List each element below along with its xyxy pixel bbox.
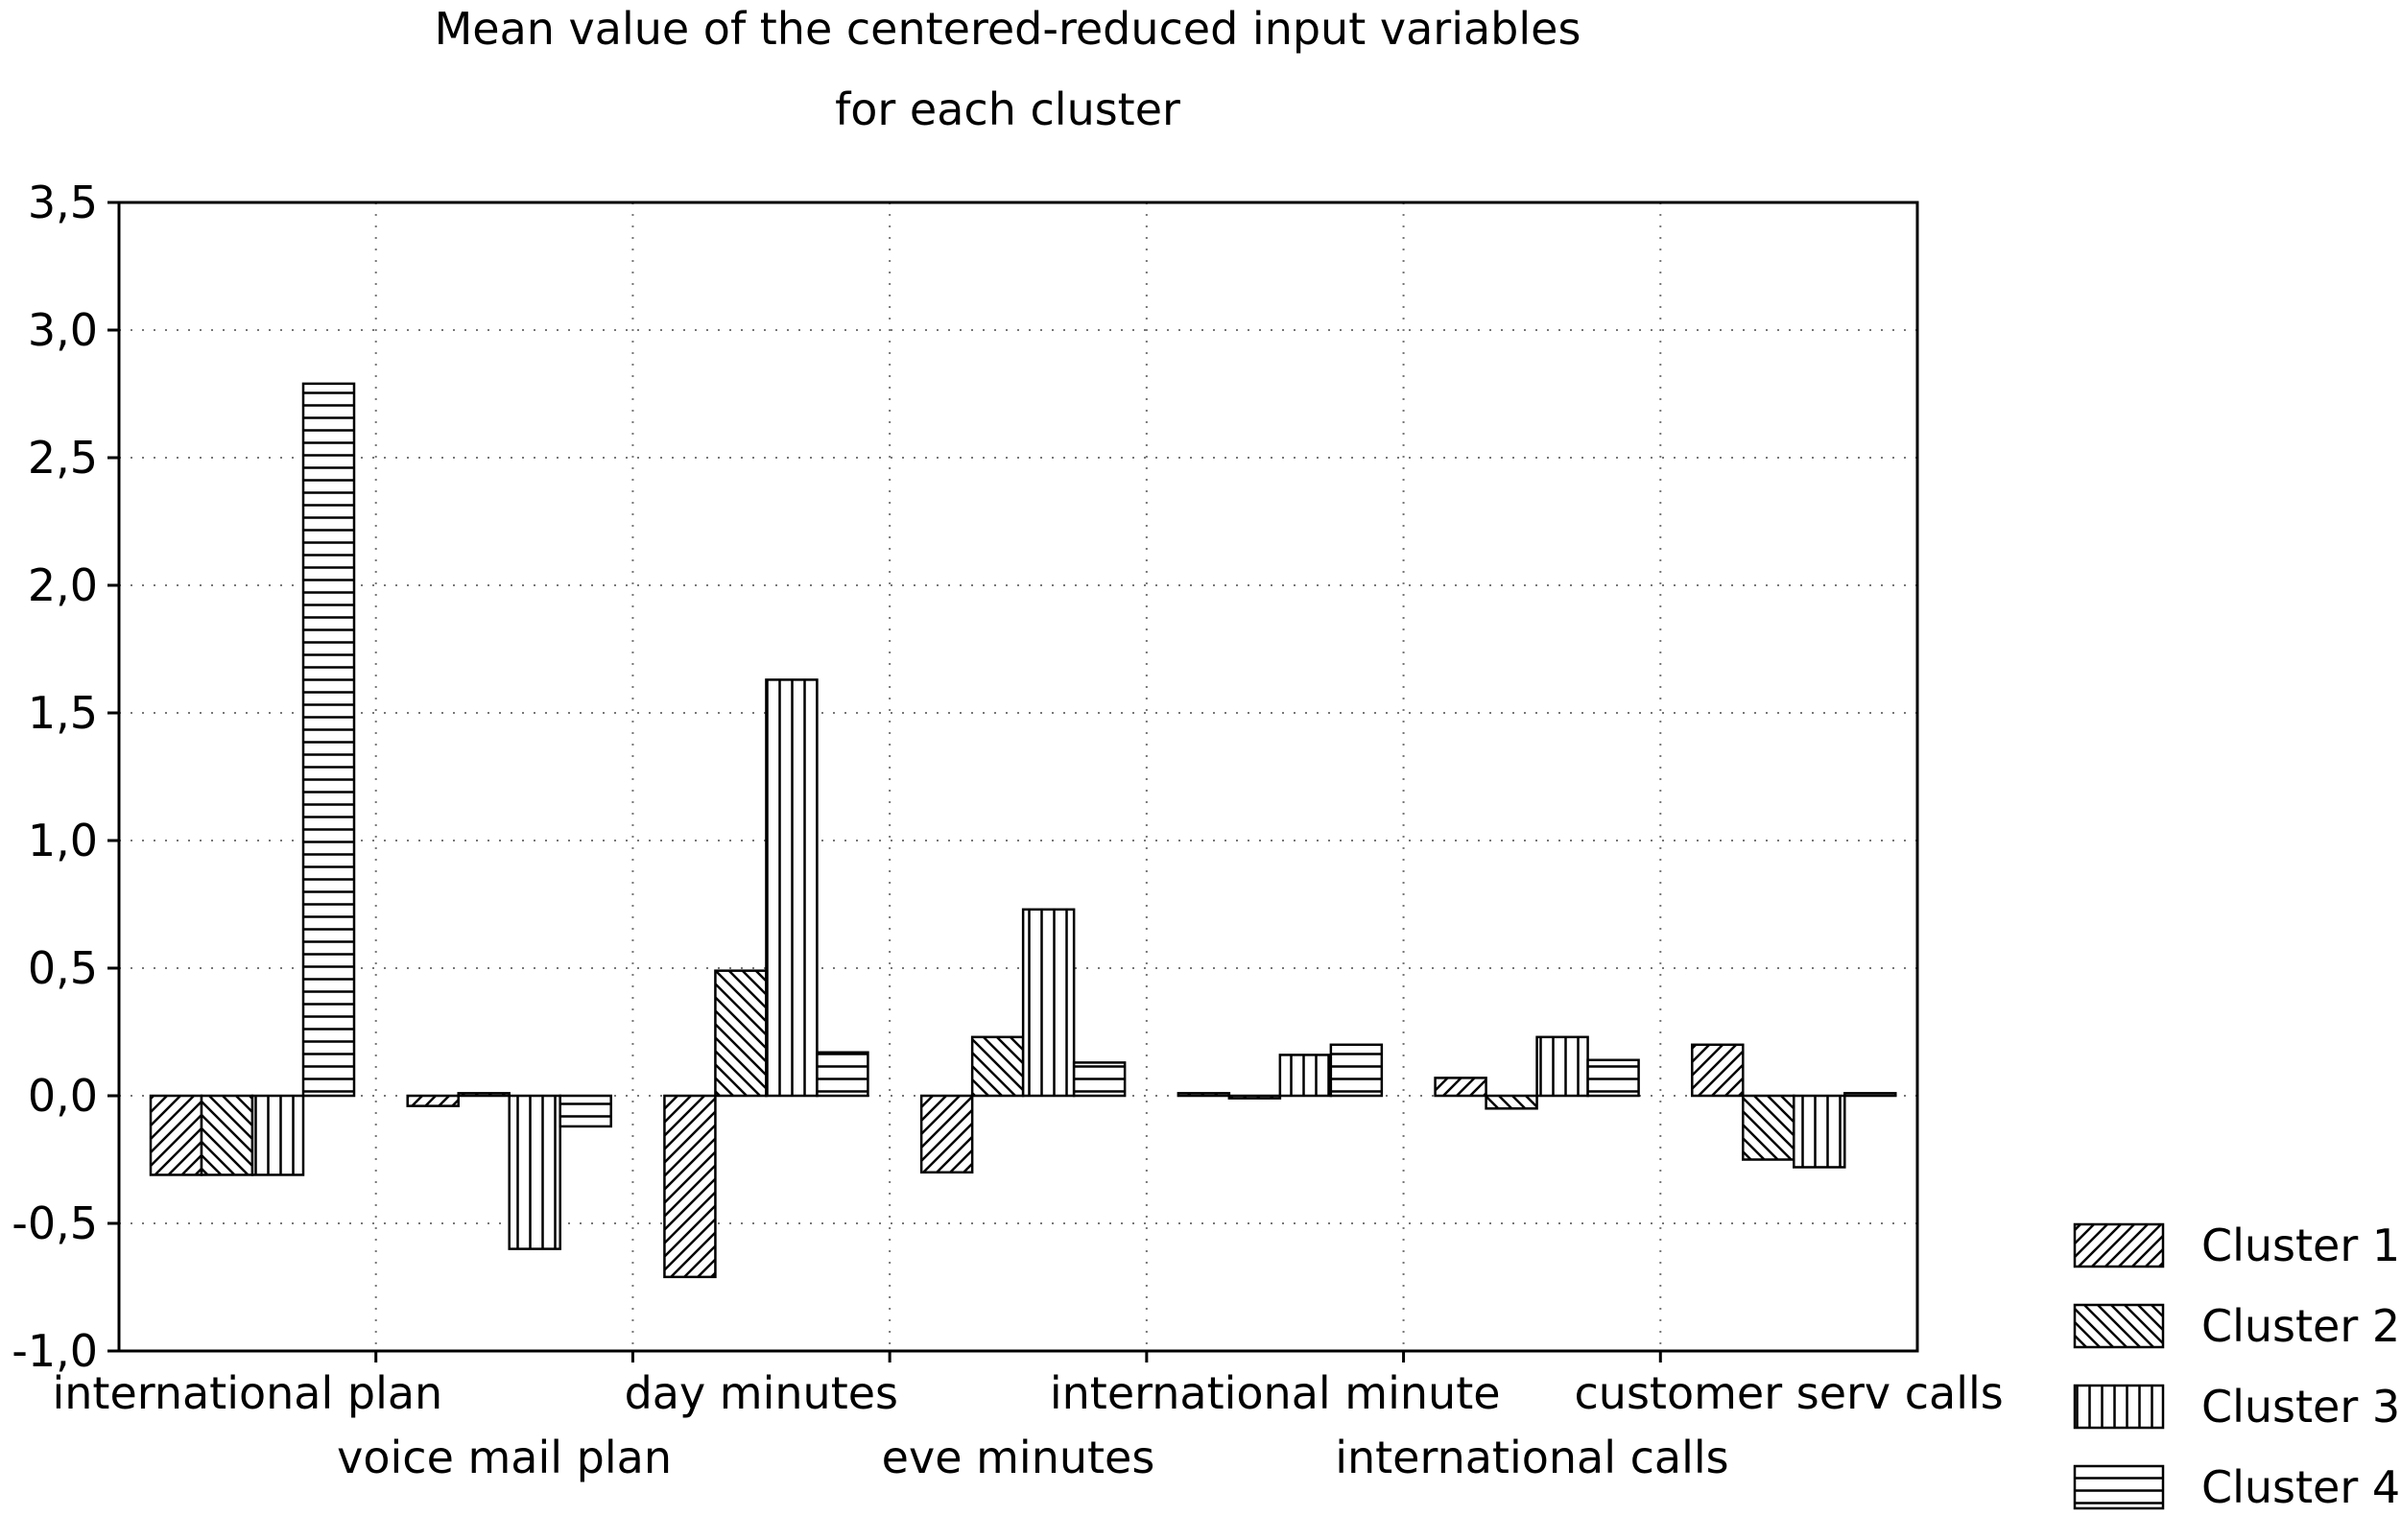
plot-frame — [117, 201, 1919, 1353]
bar-cluster-3 — [250, 1094, 305, 1176]
legend-label: Cluster 3 — [2201, 1381, 2400, 1433]
y-tick-label: 0,0 — [28, 1070, 98, 1122]
x-category-label: voice mail plan — [337, 1432, 672, 1483]
bar-cluster-1 — [406, 1094, 460, 1107]
y-tick-label: -0,5 — [12, 1197, 98, 1249]
bar-cluster-1 — [663, 1094, 717, 1279]
y-axis: 3,5 3,0 2,5 2,0 1,5 1,0 0,5 0,0 -0,5 -1,0 — [12, 177, 119, 1377]
bar-cluster-2 — [970, 1035, 1025, 1098]
legend: Cluster 1 Cluster 2 Cluster 3 Cluster 4 — [2073, 1220, 2400, 1513]
gridlines — [119, 202, 1917, 1351]
x-category-label: international plan — [52, 1367, 442, 1419]
bar-cluster-3 — [508, 1094, 561, 1250]
bar-cluster-1 — [149, 1094, 203, 1176]
legend-swatch — [2073, 1222, 2165, 1268]
bar-cluster-1 — [919, 1094, 974, 1174]
y-tick-label: -1,0 — [12, 1325, 98, 1377]
y-tick-label: 3,5 — [28, 177, 98, 228]
bar-cluster-2 — [200, 1094, 254, 1176]
chart-title: Mean value of the centered-reduced input… — [435, 3, 1581, 55]
legend-swatch — [2073, 1464, 2165, 1510]
bar-cluster-3 — [1278, 1054, 1333, 1098]
y-tick-label: 1,5 — [28, 687, 98, 739]
bar-cluster-2 — [714, 969, 768, 1098]
bar-cluster-4 — [1329, 1043, 1384, 1098]
bar-cluster-4 — [1072, 1061, 1127, 1098]
x-category-label: international calls — [1335, 1432, 1728, 1483]
bar-cluster-3 — [765, 678, 819, 1098]
bar-cluster-2 — [457, 1092, 511, 1098]
x-category-label: eve minutes — [882, 1432, 1155, 1483]
x-category-label: international minute — [1050, 1367, 1501, 1419]
bar-cluster-3 — [1535, 1035, 1589, 1098]
bar-cluster-2 — [1742, 1094, 1795, 1161]
bar-cluster-1 — [1434, 1077, 1487, 1098]
bar-cluster-3 — [1793, 1094, 1846, 1169]
bar-cluster-2 — [1227, 1094, 1282, 1100]
bar-cluster-3 — [1021, 908, 1076, 1098]
y-tick-label: 2,5 — [28, 432, 98, 484]
legend-swatch — [2073, 1303, 2165, 1349]
y-tick-label: 3,0 — [28, 304, 98, 356]
x-axis: international plan voice mail plan day min… — [52, 1351, 2004, 1483]
legend-label: Cluster 1 — [2201, 1220, 2400, 1271]
y-tick-label: 2,0 — [28, 559, 98, 611]
bar-cluster-4 — [1843, 1092, 1897, 1098]
chart-subtitle: for each cluster — [835, 83, 1180, 135]
legend-label: Cluster 4 — [2201, 1461, 2400, 1513]
x-category-label: customer serv calls — [1575, 1367, 2004, 1419]
bar-cluster-4 — [301, 382, 356, 1098]
x-category-label: day minutes — [625, 1367, 898, 1419]
legend-swatch — [2073, 1384, 2165, 1430]
bar-cluster-2 — [1485, 1094, 1538, 1110]
bar-cluster-4 — [1586, 1058, 1640, 1098]
bar-cluster-4 — [816, 1051, 869, 1098]
bar-cluster-1 — [1177, 1092, 1231, 1098]
y-tick-label: 1,0 — [28, 815, 98, 866]
y-tick-label: 0,5 — [28, 942, 98, 994]
bars — [149, 382, 1897, 1279]
bar-cluster-1 — [1691, 1043, 1745, 1098]
bar-cluster-4 — [559, 1094, 612, 1128]
legend-label: Cluster 2 — [2201, 1300, 2400, 1352]
